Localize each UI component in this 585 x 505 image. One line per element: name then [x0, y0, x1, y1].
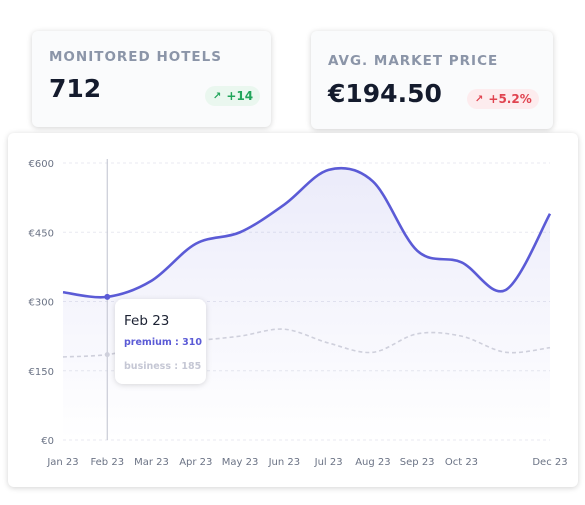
tooltip-title: Feb 23 — [124, 313, 169, 329]
arrow-up-right-icon: ↗ — [475, 93, 484, 105]
chart-tooltip: Feb 23 premium : 310 business : 185 — [115, 299, 206, 384]
y-tick-label: €300 — [29, 298, 54, 309]
premium-active-point — [104, 293, 111, 300]
avg-market-price-badge: ↗ +5.2% — [467, 89, 539, 109]
business-active-point — [104, 352, 110, 358]
x-tick-label: Jun 23 — [268, 457, 301, 468]
premium-series-line — [62, 166, 552, 299]
y-tick-label: €450 — [29, 228, 54, 239]
avg-market-price-card: AVG. MARKET PRICE €194.50 ↗ +5.2% — [311, 31, 553, 129]
tooltip-premium: premium : 310 — [124, 337, 202, 348]
x-tick-label: Mar 23 — [134, 457, 169, 468]
price-chart-card: €0 €150 €300 €450 €600 Jan 23 Feb 23 Mar 23 Apr … — [8, 133, 578, 487]
avg-market-price-label: AVG. MARKET PRICE — [328, 53, 499, 69]
tooltip-box — [115, 299, 206, 384]
x-tick-label: Sep 23 — [400, 457, 435, 468]
x-tick-label: Apr 23 — [179, 457, 212, 468]
monitored-hotels-value: 712 — [49, 74, 102, 103]
avg-market-price-change: +5.2% — [488, 92, 532, 106]
y-tick-label: €150 — [29, 367, 54, 378]
x-tick-label: Dec 23 — [532, 457, 567, 468]
x-tick-label: Jan 23 — [46, 457, 78, 468]
arrow-up-right-icon: ↗ — [213, 90, 222, 102]
x-tick-label: Aug 23 — [355, 457, 390, 468]
y-tick-label: €600 — [29, 159, 54, 170]
monitored-hotels-label: MONITORED HOTELS — [49, 49, 222, 65]
x-tick-label: Jul 23 — [314, 457, 343, 468]
x-tick-label: Oct 23 — [445, 457, 478, 468]
monitored-hotels-card: MONITORED HOTELS 712 ↗ +14 — [32, 31, 271, 127]
monitored-hotels-change: +14 — [226, 89, 254, 103]
monitored-hotels-badge: ↗ +14 — [205, 86, 261, 106]
y-tick-label: €0 — [41, 436, 54, 447]
avg-market-price-value: €194.50 — [328, 79, 442, 108]
price-trend-chart[interactable]: €0 €150 €300 €450 €600 Jan 23 Feb 23 Mar 23 Apr … — [8, 133, 578, 487]
x-tick-label: May 23 — [222, 457, 259, 468]
x-tick-label: Feb 23 — [90, 457, 124, 468]
tooltip-business: business : 185 — [124, 361, 201, 372]
